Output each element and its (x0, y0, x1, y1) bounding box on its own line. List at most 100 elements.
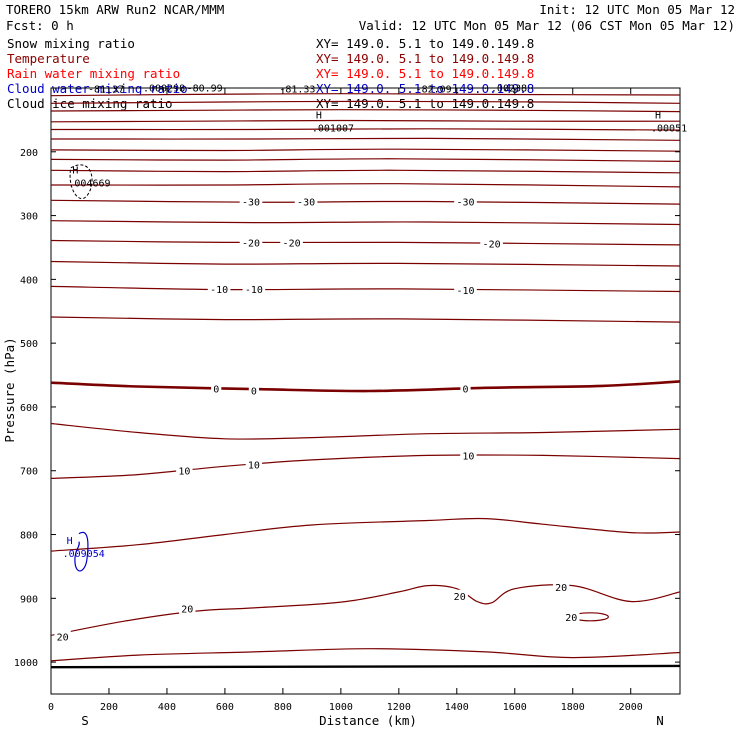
x-tick-label: 1800 (561, 702, 585, 713)
isotherm-label-bg (451, 589, 468, 601)
isotherm-label-bg (176, 464, 193, 476)
top-extreme-label: -82.09 (416, 84, 452, 95)
isotherm-minus-15 (50, 260, 681, 267)
isotherm-label: 20 (57, 633, 69, 644)
isotherm-minus-65 (50, 119, 681, 123)
isotherm-label: 0 (213, 384, 219, 395)
isotherm-15 (50, 517, 681, 552)
isotherm-label: -30 (242, 198, 260, 209)
isotherm-label: 20 (555, 583, 567, 594)
isotherm-label-bg (54, 630, 71, 642)
isotherm-minus-40 (50, 169, 681, 174)
field-name: Snow mixing ratio (7, 36, 135, 51)
maximum-value: .009054 (63, 549, 105, 560)
isotherm-minus-30 (50, 199, 681, 205)
maximum-marker: H (655, 110, 661, 121)
valid-time: Valid: 12 UTC Mon 05 Mar 12 (06 CST Mon … (359, 18, 735, 33)
isotherm-label: 20 (454, 592, 466, 603)
y-tick-label: 900 (20, 594, 38, 605)
isotherm-0 (50, 380, 681, 393)
isotherm-label-bg (245, 458, 263, 470)
maximum-value: .00051 (651, 123, 687, 134)
x-tick-label: 600 (216, 702, 234, 713)
isotherm-label: -20 (483, 240, 501, 251)
isotherm-label: 0 (462, 384, 468, 395)
isotherm-label: 20 (565, 613, 577, 624)
top-extreme-label: -81.33 (279, 84, 315, 95)
isotherm-label: 10 (178, 467, 190, 478)
temperature-isotherms (50, 93, 681, 669)
y-tick-label: 200 (20, 148, 38, 159)
maximum-marker: H (316, 110, 322, 121)
isotherm-label-bg (179, 602, 196, 614)
isotherm-label-bg (294, 195, 318, 207)
isotherm-label-bg (454, 284, 477, 296)
field-name: Rain water mixing ratio (7, 66, 180, 81)
x-tick-label: 2000 (619, 702, 643, 713)
isotherm-label-bg (480, 237, 503, 249)
ground-line (50, 664, 681, 669)
field-range: XY= 149.0. 5.1 to 149.0.149.8 (316, 96, 534, 111)
isotherm-label-bg (460, 449, 477, 461)
isotherm-minus-25 (50, 220, 681, 226)
field-range: XY= 149.0. 5.1 to 149.0.149.8 (316, 66, 534, 81)
isotherm-label-bg (239, 236, 263, 248)
isotherm-minus-70 (50, 109, 681, 113)
isotherm-10 (50, 454, 681, 479)
top-extreme-label: -81.37 (88, 84, 124, 95)
x-tick-label: 1200 (387, 702, 411, 713)
forecast-hour: Fcst: 0 h (6, 18, 74, 33)
isotherm-label: -10 (245, 285, 263, 296)
maximum-marker: H (72, 165, 78, 176)
isotherm-label: -20 (283, 238, 301, 249)
isotherm-label: -30 (456, 198, 474, 209)
isotherm-minus-55 (50, 137, 681, 141)
x-tick-label: 400 (158, 702, 176, 713)
isotherm-label-bg (239, 195, 263, 207)
y-axis-label: Pressure (hPa) (2, 337, 17, 442)
isotherm-label-bg (454, 195, 477, 207)
north-label: N (656, 713, 664, 728)
y-tick-label: 800 (20, 531, 38, 542)
plot-frame (50, 87, 681, 695)
top-extreme-label: .000298 (143, 84, 185, 95)
isotherm-label-bg (563, 610, 580, 622)
y-tick-label: 700 (20, 467, 38, 478)
isotherm-label-bg (460, 382, 471, 394)
isotherm-minus-10 (50, 285, 681, 293)
y-tick-label: 400 (20, 275, 38, 286)
maximum-value: .004669 (68, 178, 110, 189)
top-extreme-label: .00238 (491, 84, 527, 95)
field-range: XY= 149.0. 5.1 to 149.0.149.8 (316, 36, 534, 51)
isotherm-label: 0 (251, 386, 257, 397)
isotherm-label-bg (248, 384, 260, 396)
isotherm-label: -30 (297, 198, 315, 209)
x-tick-label: 1600 (503, 702, 527, 713)
x-axis-label: Distance (km) (319, 713, 417, 728)
maximum-marker: H (67, 536, 73, 547)
y-tick-label: 600 (20, 403, 38, 414)
isotherm-minus-35 (50, 183, 681, 188)
isotherm-minus-60 (50, 128, 681, 131)
top-extreme-label: -80.99 (187, 84, 223, 95)
isotherm-minus-75 (50, 100, 681, 104)
isotherm-label: -20 (242, 238, 260, 249)
x-tick-label: 1000 (329, 702, 353, 713)
isotherm-label-bg (211, 382, 222, 394)
isotherm-label: -10 (456, 286, 474, 297)
isotherm-label: 20 (181, 605, 193, 616)
isotherm-label-bg (280, 236, 303, 248)
init-time: Init: 12 UTC Mon 05 Mar 12 (539, 2, 735, 17)
x-tick-label: 200 (100, 702, 118, 713)
south-label: S (81, 713, 89, 728)
isotherm-20 (50, 584, 681, 636)
y-tick-label: 500 (20, 339, 38, 350)
moisture-contours (69, 164, 609, 622)
isotherm-label: -10 (210, 285, 228, 296)
y-tick-label: 1000 (14, 658, 38, 669)
snow-contour (69, 164, 93, 199)
cloud-water-contour (74, 531, 89, 572)
isotherm-minus-20 (50, 239, 681, 246)
